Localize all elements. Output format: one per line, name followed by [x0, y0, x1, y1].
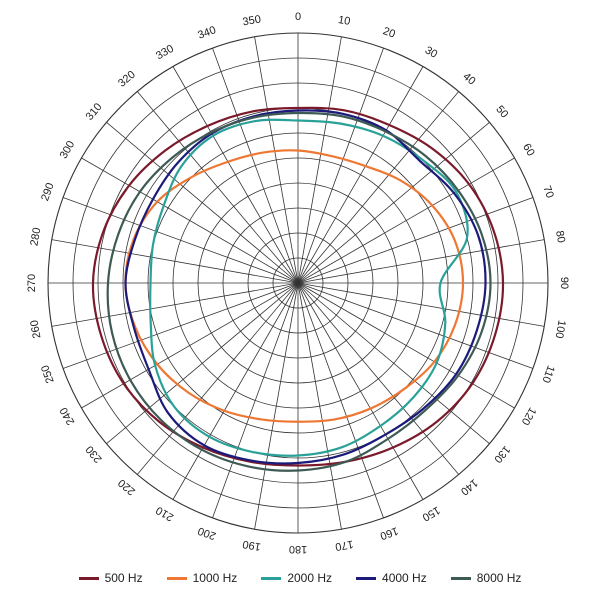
legend-label: 8000 Hz [476, 571, 522, 585]
angle-label: 180 [289, 543, 307, 555]
grid-spoke [62, 197, 299, 284]
legend-swatch [450, 576, 471, 580]
grid-spoke [254, 36, 299, 284]
angle-label: 110 [539, 364, 556, 385]
angle-label: 200 [196, 524, 217, 542]
angle-label: 140 [458, 476, 480, 497]
angle-label: 30 [423, 44, 440, 61]
series-line-2000-hz [149, 118, 469, 457]
angle-label: 90 [558, 277, 570, 289]
grid-spoke [51, 239, 299, 284]
grid-spoke [106, 121, 299, 284]
grid-spoke [297, 197, 534, 284]
grid-spoke [254, 282, 299, 530]
legend-swatch [166, 576, 187, 580]
angle-label: 340 [196, 24, 217, 42]
legend-swatch [261, 576, 282, 580]
angle-label: 210 [154, 504, 176, 524]
grid-spoke [297, 66, 424, 284]
grid-spoke [297, 282, 515, 409]
grid-spoke [106, 282, 299, 445]
angle-label: 160 [378, 524, 399, 542]
grid-spoke [297, 282, 342, 530]
angle-label: 300 [58, 139, 78, 161]
angle-label: 130 [491, 443, 512, 465]
grid-spoke [136, 91, 299, 284]
angle-label: 190 [242, 538, 262, 553]
grid-spoke [297, 282, 384, 519]
legend-label: 1000 Hz [192, 571, 238, 585]
angle-label: 0 [295, 11, 301, 23]
series-line-4000-hz [124, 109, 487, 465]
legend-item-500-hz: 500 Hz [78, 571, 143, 585]
legend-label: 500 Hz [104, 571, 143, 585]
grid-spoke [297, 47, 384, 284]
series-line-500-hz [91, 106, 505, 467]
legend: 500 Hz 1000 Hz 2000 Hz 4000 Hz 8000 Hz [0, 566, 600, 590]
series-lines [91, 106, 505, 472]
legend-swatch [356, 576, 377, 580]
legend-item-1000-hz: 1000 Hz [166, 571, 238, 585]
angle-label: 150 [420, 504, 442, 524]
angle-label: 80 [553, 230, 567, 244]
angle-label: 170 [334, 538, 354, 553]
grid-spoke [297, 121, 490, 284]
grid-spoke [297, 282, 534, 369]
legend-label: 2000 Hz [287, 571, 333, 585]
grid-spoke [212, 282, 299, 519]
series-line-1000-hz [124, 149, 465, 423]
grid-spoke [81, 282, 299, 409]
grid-spoke [297, 91, 460, 284]
grid-spoke [297, 282, 424, 500]
grid-spoke [51, 282, 299, 327]
angle-label: 10 [337, 14, 351, 28]
grid-spoke [297, 239, 545, 284]
grid-spoke [297, 282, 490, 445]
angle-label: 260 [28, 319, 43, 339]
legend-item-2000-hz: 2000 Hz [261, 571, 332, 585]
angle-label: 250 [39, 363, 57, 384]
angle-label: 330 [154, 43, 176, 63]
grid-spoke [297, 157, 515, 284]
legend-item-4000-hz: 4000 Hz [356, 571, 427, 585]
grid-spoke [62, 282, 299, 369]
angle-label: 50 [493, 103, 510, 120]
angle-label: 350 [242, 13, 262, 28]
grid-spoke [297, 282, 460, 475]
angle-label: 100 [553, 319, 568, 339]
angle-label: 310 [84, 101, 105, 123]
angle-label: 70 [540, 184, 555, 200]
grid-spoke [172, 66, 299, 284]
angle-label: 60 [520, 142, 537, 159]
angle-label: 120 [519, 405, 539, 427]
angle-label: 230 [84, 443, 105, 465]
angle-label: 290 [39, 181, 57, 202]
angle-label: 320 [116, 69, 138, 90]
series-line-8000-hz [106, 111, 492, 472]
grid-spoke [297, 36, 342, 284]
angle-label: 240 [58, 405, 78, 427]
grid-spoke [172, 282, 299, 500]
polar-grid [47, 32, 549, 534]
grid-spoke [212, 47, 299, 284]
grid-spoke [136, 282, 299, 475]
grid-spoke [81, 157, 299, 284]
legend-item-8000-hz: 8000 Hz [450, 571, 522, 585]
legend-label: 4000 Hz [382, 571, 427, 585]
angle-label: 220 [116, 476, 138, 497]
angle-label: 20 [381, 25, 397, 40]
legend-swatch [78, 576, 99, 580]
angle-label: 270 [26, 274, 38, 292]
grid-spoke [297, 282, 545, 327]
angle-label: 280 [28, 227, 43, 247]
angle-label: 40 [460, 71, 477, 88]
